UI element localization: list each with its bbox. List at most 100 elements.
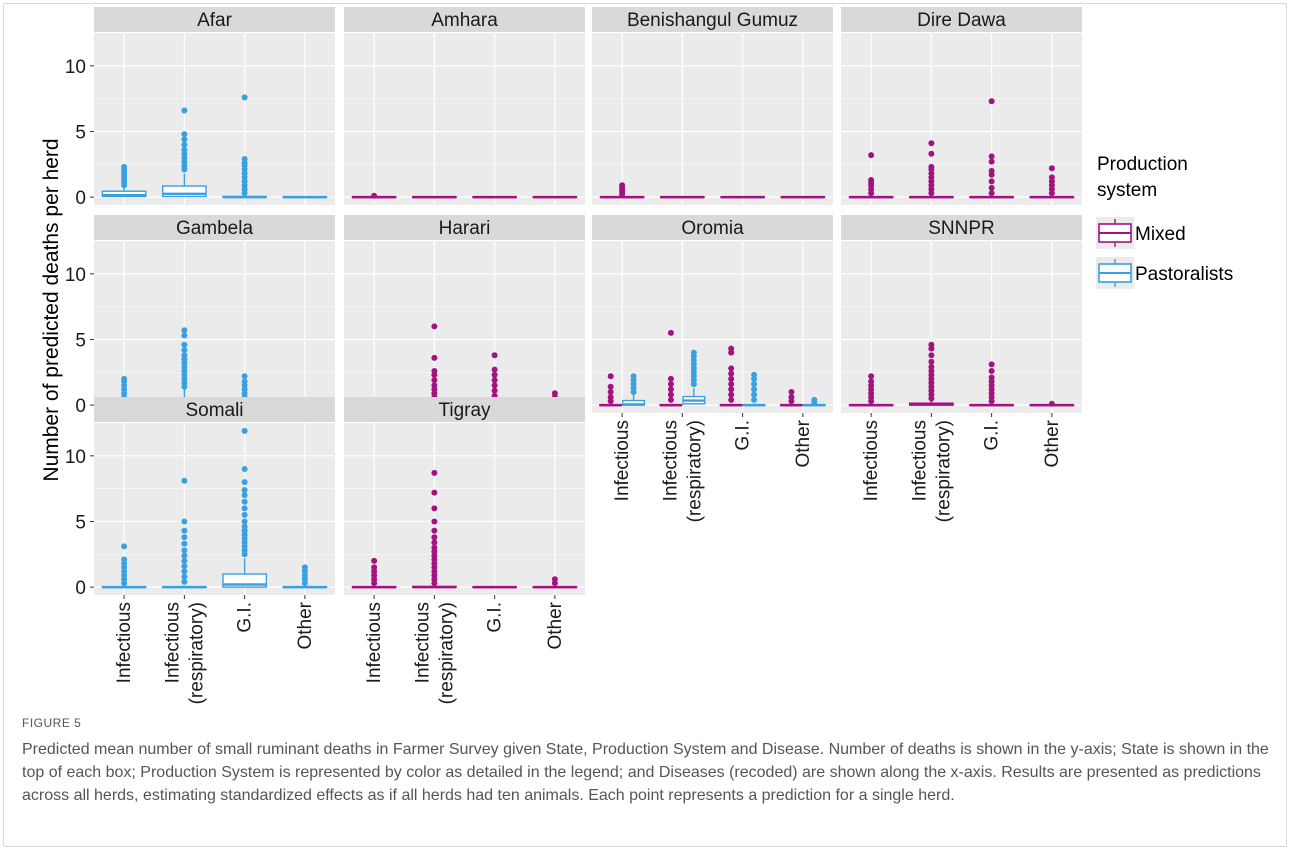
- box-infectious-respiratory-pastoralists: [161, 477, 207, 589]
- outlier-point: [619, 182, 626, 189]
- outlier-point: [751, 391, 758, 398]
- outlier-point: [241, 378, 248, 385]
- facet-strip-label: Gambela: [176, 218, 254, 239]
- outlier-point: [928, 150, 935, 157]
- facet-strip: [841, 7, 1082, 32]
- facet-strip-label: Dire Dawa: [917, 10, 1006, 31]
- facet-panel-snnpr: SNNPR: [841, 215, 1082, 413]
- outlier-point: [181, 341, 188, 348]
- box-infectious-mixed: [351, 557, 397, 589]
- figure-label: FIGURE 5: [22, 716, 82, 730]
- panel-background: [94, 33, 335, 205]
- outlier-point: [811, 396, 818, 403]
- facet-strip-label: Benishangul Gumuz: [627, 10, 798, 31]
- facet-panel-benishangul-gumuz: Benishangul Gumuz: [592, 7, 833, 205]
- outlier-point: [181, 547, 188, 554]
- outlier-point: [181, 136, 188, 143]
- outlier-point: [241, 511, 248, 518]
- x-axis-layer: Infectious Infectious (respiratory) G.I. Oth…: [114, 413, 1063, 704]
- outlier-point: [928, 163, 935, 170]
- outlier-point: [181, 573, 188, 580]
- x-tick-label: (respiratory): [933, 420, 954, 522]
- legend-label: Pastoralists: [1135, 264, 1233, 285]
- box-infectious-pastoralists: [101, 543, 147, 589]
- facet-strip: [94, 397, 335, 422]
- x-tick-label: G.I.: [485, 602, 506, 633]
- outlier-point: [371, 564, 378, 571]
- y-tick-label: 0: [75, 578, 86, 599]
- outlier-point: [431, 489, 438, 496]
- facet-strip: [841, 215, 1082, 240]
- outlier-point: [728, 370, 735, 377]
- legend-entry-mixed: Mixed: [1096, 217, 1186, 249]
- outlier-point: [928, 341, 935, 348]
- panel-background: [344, 241, 585, 413]
- facet-strip-label: Afar: [197, 10, 233, 31]
- outlier-point: [241, 427, 248, 434]
- outlier-point: [1048, 165, 1055, 172]
- outlier-point: [607, 388, 614, 395]
- panel-background: [94, 241, 335, 413]
- outlier-point: [181, 131, 188, 138]
- outlier-point: [431, 544, 438, 551]
- outlier-point: [181, 534, 188, 541]
- outlier-point: [181, 146, 188, 153]
- outlier-point: [728, 381, 735, 388]
- outlier-point: [181, 568, 188, 575]
- facet-strip: [592, 215, 833, 240]
- outlier-point: [1048, 400, 1055, 407]
- x-tick-label: Infectious: [364, 602, 385, 683]
- box-body: [161, 185, 207, 198]
- outlier-point: [928, 352, 935, 359]
- outlier-point: [431, 469, 438, 476]
- outlier-point: [121, 375, 128, 382]
- outlier-point: [181, 563, 188, 570]
- outlier-point: [181, 552, 188, 559]
- outlier-point: [728, 345, 735, 352]
- facet-panel-tigray: Tigray: [344, 397, 585, 595]
- outlier-point: [491, 387, 498, 394]
- y-axis-layer: 0 5 10 0 5 10 0 5 10: [65, 57, 94, 599]
- outlier-point: [667, 329, 674, 336]
- outlier-point: [371, 192, 378, 199]
- facet-strip: [344, 397, 585, 422]
- outlier-point: [181, 327, 188, 334]
- legend-title: system: [1097, 180, 1157, 201]
- outlier-point: [181, 346, 188, 353]
- outlier-point: [241, 498, 248, 505]
- caption-text: Predicted mean number of small ruminant …: [22, 741, 1269, 804]
- facet-strip: [344, 7, 585, 32]
- panel-background: [344, 423, 585, 595]
- outlier-point: [988, 374, 995, 381]
- outlier-point: [121, 163, 128, 170]
- outlier-point: [788, 388, 795, 395]
- outlier-point: [241, 156, 248, 163]
- outlier-point: [431, 527, 438, 534]
- outlier-point: [241, 465, 248, 472]
- box-other-mixed: [1029, 400, 1075, 407]
- facet-strip: [344, 215, 585, 240]
- outlier-point: [667, 396, 674, 403]
- facet-strip-label: Oromia: [681, 218, 744, 239]
- y-tick-label: 5: [75, 330, 86, 351]
- outlier-point: [928, 358, 935, 365]
- facet-strip: [94, 215, 335, 240]
- figure-caption: FIGURE 5 Predicted mean number of small …: [22, 716, 1272, 807]
- outlier-point: [181, 527, 188, 534]
- box-infectious-respiratory-mixed: [659, 329, 683, 407]
- y-tick-label: 10: [65, 447, 86, 468]
- box-infectious-mixed: [848, 373, 894, 407]
- outlier-point: [868, 152, 875, 159]
- box-other-pastoralists: [282, 564, 328, 589]
- outlier-point: [607, 383, 614, 390]
- figure-frame: [3, 3, 1287, 847]
- outlier-point: [431, 354, 438, 361]
- facet-panel-dire-dawa: Dire Dawa: [841, 7, 1082, 205]
- facet-panel-gambela: Gambela: [94, 215, 335, 413]
- outlier-point: [988, 167, 995, 174]
- outlier-point: [491, 366, 498, 373]
- outlier-point: [988, 367, 995, 374]
- outlier-point: [121, 543, 128, 550]
- x-tick-label: Infectious: [909, 420, 930, 501]
- x-tick-label: Infectious: [660, 420, 681, 501]
